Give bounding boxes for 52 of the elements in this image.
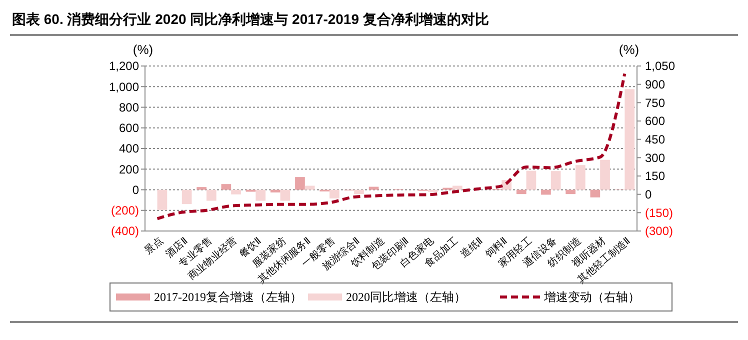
y2-tick-label: 1,050 xyxy=(645,59,676,74)
y2-tick-label: 450 xyxy=(645,132,666,147)
y-tick-label: 800 xyxy=(118,100,140,114)
bar xyxy=(624,89,635,190)
bar xyxy=(576,165,586,190)
line-series xyxy=(156,72,626,220)
y-tick-label: 1,200 xyxy=(108,59,140,74)
bar xyxy=(566,190,576,194)
bar xyxy=(600,160,610,190)
y2-tick-label: 600 xyxy=(645,114,666,128)
y2-axis-title: (%) xyxy=(618,42,640,57)
y-tick-label: 600 xyxy=(118,121,140,136)
legend-label: 2020同比增速（左轴） xyxy=(346,290,466,304)
bar xyxy=(452,186,462,190)
y-axis-title: (%) xyxy=(132,42,154,57)
y-tick-label: (400) xyxy=(110,224,139,238)
y-tick-label: (200) xyxy=(110,204,139,218)
y2-tick-label: 900 xyxy=(645,78,666,92)
y-tick-label: 0 xyxy=(132,182,140,197)
y2-tick-label: 750 xyxy=(645,96,666,110)
y-tick-label: 400 xyxy=(118,142,140,156)
bar xyxy=(590,190,600,198)
bar xyxy=(256,190,266,201)
bar xyxy=(330,190,340,198)
chart-title: 图表 60. 消费细分行业 2020 同比净利增速与 2017-2019 复合净利增速的对比 xyxy=(12,11,489,27)
y2-tick-label: (150) xyxy=(645,206,674,220)
y2-tick-label: 0 xyxy=(645,188,652,202)
x-tick-label: 造纸Ⅱ xyxy=(458,234,486,260)
bar xyxy=(526,170,536,190)
bar xyxy=(354,190,364,194)
bar xyxy=(270,190,280,192)
bar xyxy=(516,190,526,194)
y2-tick-label: 150 xyxy=(645,169,666,184)
bar xyxy=(541,190,551,195)
bar xyxy=(196,187,206,190)
bar xyxy=(295,177,305,190)
x-tick-label: 景点 xyxy=(142,234,166,257)
bar xyxy=(368,186,379,190)
y-tick-label: 1,000 xyxy=(108,80,140,94)
bar xyxy=(304,186,315,190)
bar xyxy=(280,190,290,201)
legend-label: 增速变动（右轴） xyxy=(543,290,640,304)
bar xyxy=(221,184,232,190)
y2-tick-label: 300 xyxy=(645,150,666,165)
y-tick-label: 200 xyxy=(118,162,140,176)
bar xyxy=(550,171,561,190)
y2-tick-label: (300) xyxy=(645,224,674,238)
bar xyxy=(157,190,168,210)
legend-label: 2017-2019复合增速（左轴） xyxy=(154,290,302,304)
bar xyxy=(231,190,241,194)
bar xyxy=(182,190,192,204)
bar xyxy=(206,190,216,201)
